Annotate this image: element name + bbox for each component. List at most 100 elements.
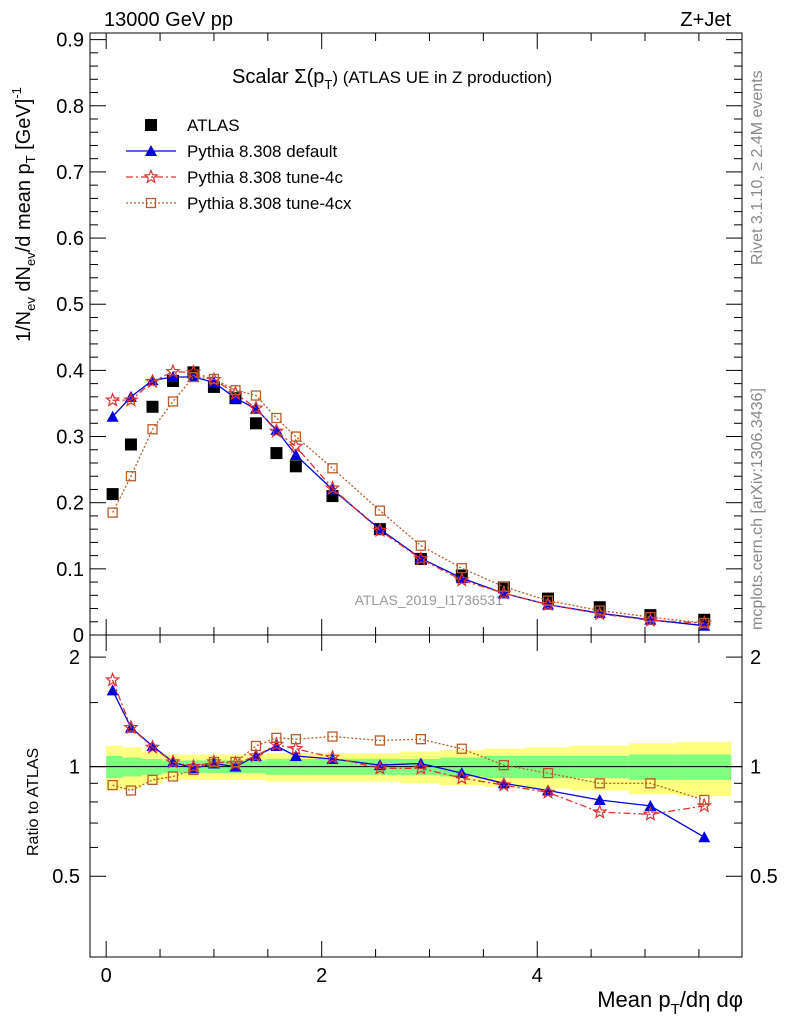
data-point bbox=[146, 400, 159, 413]
data-point bbox=[124, 438, 137, 451]
data-point bbox=[104, 671, 121, 687]
data-point bbox=[268, 423, 285, 438]
data-point bbox=[187, 371, 200, 382]
legend-label: Pythia 8.308 default bbox=[187, 142, 338, 161]
legend-entry-tune4c: Pythia 8.308 tune-4c bbox=[126, 168, 343, 187]
data-point bbox=[289, 749, 302, 761]
ratio-series-tune4cx bbox=[107, 731, 710, 806]
ratio-ytick-label-right: 0.5 bbox=[750, 866, 778, 888]
data-point bbox=[144, 373, 161, 389]
data-point bbox=[165, 753, 181, 769]
data-point bbox=[645, 611, 656, 623]
data-point bbox=[645, 778, 656, 789]
data-point bbox=[594, 778, 605, 789]
xtick-label: 2 bbox=[316, 965, 327, 987]
ratio-ylabel: Ratio to ATLAS bbox=[25, 748, 42, 856]
data-point bbox=[456, 563, 467, 574]
data-point bbox=[454, 769, 470, 785]
data-point bbox=[699, 617, 710, 629]
data-point bbox=[644, 799, 657, 811]
data-point bbox=[250, 740, 262, 752]
legend-entry-default: Pythia 8.308 default bbox=[126, 142, 338, 161]
data-point bbox=[166, 371, 179, 382]
series-line bbox=[111, 679, 705, 815]
xtick-label: 0 bbox=[101, 965, 112, 987]
data-point bbox=[188, 371, 199, 383]
data-point bbox=[642, 806, 659, 821]
series-line bbox=[112, 376, 705, 627]
main-series-tune4c bbox=[104, 363, 713, 630]
legend-marker bbox=[145, 119, 157, 131]
data-point bbox=[593, 793, 606, 805]
data-point bbox=[594, 605, 605, 616]
data-point bbox=[144, 739, 161, 754]
data-point bbox=[288, 438, 304, 454]
data-point bbox=[324, 749, 341, 765]
main-series-tune4cx bbox=[107, 371, 710, 629]
data-point bbox=[591, 803, 608, 819]
data-point bbox=[496, 776, 512, 792]
data-point bbox=[107, 779, 118, 791]
data-point bbox=[415, 734, 426, 745]
data-point bbox=[413, 550, 429, 566]
data-point bbox=[288, 740, 304, 756]
band-inner-segment bbox=[628, 754, 678, 780]
data-point bbox=[123, 391, 139, 407]
axes-frame: 00.10.20.30.40.50.60.70.80.90.5 0.51 12 20 2… bbox=[52, 30, 778, 987]
data-point bbox=[106, 488, 119, 501]
data-point bbox=[167, 396, 179, 407]
main-ytick-label: 0.4 bbox=[56, 360, 84, 382]
band-inner-segment bbox=[677, 754, 732, 780]
data-point bbox=[290, 431, 301, 442]
ratio-uncertainty-band bbox=[90, 741, 742, 797]
ratio-ytick-label-right: 1 bbox=[750, 757, 761, 779]
main-ytick-label: 0.6 bbox=[56, 228, 84, 250]
main-ytick-label: 0.1 bbox=[56, 559, 84, 581]
data-point bbox=[104, 391, 121, 407]
data-point bbox=[208, 756, 220, 768]
main-ytick-label: 0.8 bbox=[56, 96, 84, 118]
mcplots-note: mcplots.cern.ch [arXiv:1306.3436] bbox=[749, 388, 766, 630]
process-label: Z+Jet bbox=[680, 9, 731, 31]
main-ylabel: 1/Nev dNev/d mean pT [GeV]-1 bbox=[9, 87, 38, 342]
series-line bbox=[112, 376, 705, 624]
data-point bbox=[327, 463, 338, 474]
data-point bbox=[372, 522, 388, 538]
data-point bbox=[540, 784, 556, 799]
main-series-data bbox=[106, 366, 711, 626]
data-point bbox=[167, 771, 179, 782]
legend-entry-tune4cx: Pythia 8.308 tune-4cx bbox=[126, 194, 352, 213]
ratio-ytick-label: 1 bbox=[69, 757, 80, 779]
data-point bbox=[327, 731, 338, 742]
energy-label: 13000 GeV pp bbox=[104, 9, 233, 31]
main-ytick-label: 0.3 bbox=[56, 427, 84, 449]
legend-label: Pythia 8.308 tune-4cx bbox=[187, 194, 352, 213]
data-point bbox=[125, 471, 137, 482]
data-point bbox=[147, 774, 158, 786]
data-point bbox=[374, 735, 386, 746]
data-point bbox=[289, 449, 302, 461]
data-point bbox=[271, 732, 282, 743]
data-point bbox=[249, 417, 262, 430]
data-point bbox=[230, 756, 241, 768]
data-point bbox=[106, 684, 119, 696]
main-ytick-label: 0.5 bbox=[56, 294, 84, 316]
data-point bbox=[290, 734, 301, 745]
data-point bbox=[289, 460, 302, 473]
data-point bbox=[454, 571, 470, 587]
main-ytick-label: 0 bbox=[73, 625, 84, 647]
data-point bbox=[456, 743, 467, 754]
data-point bbox=[248, 747, 264, 763]
data-point bbox=[229, 392, 242, 404]
data-point bbox=[124, 390, 137, 402]
main-ytick-label: 0.2 bbox=[56, 493, 84, 515]
data-point bbox=[270, 447, 283, 460]
data-point bbox=[208, 373, 220, 385]
data-point bbox=[374, 505, 386, 516]
xlabel: Mean pT/dη dφ bbox=[597, 987, 743, 1018]
data-point bbox=[165, 363, 181, 379]
legend-marker bbox=[143, 168, 159, 184]
legend: ATLAS Pythia 8.308 default Pythia 8.308 tu… bbox=[126, 116, 352, 213]
data-point bbox=[230, 385, 241, 396]
